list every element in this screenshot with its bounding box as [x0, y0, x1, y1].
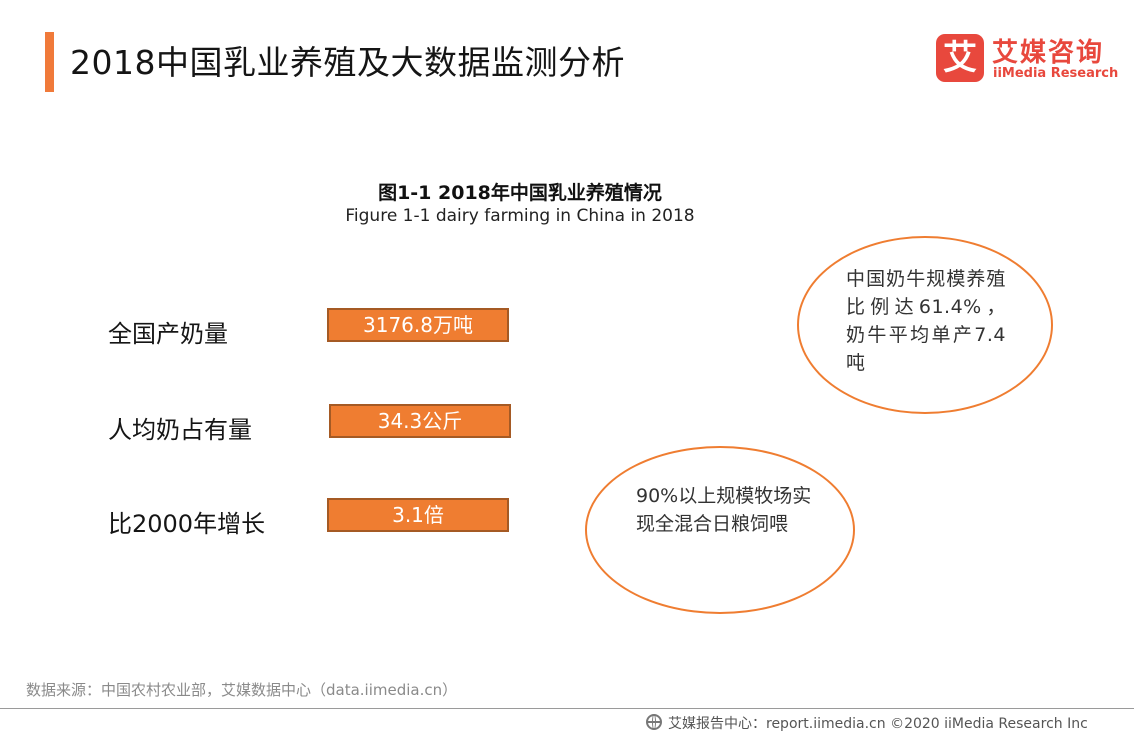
iimedia-logo: 艾 艾媒咨询 iiMedia Research: [936, 34, 1119, 86]
page-title: 2018中国乳业养殖及大数据监测分析: [70, 43, 625, 82]
stat-label: 全国产奶量: [108, 320, 228, 348]
footer-text: 艾媒报告中心：report.iimedia.cn ©2020 iiMedia R…: [668, 716, 1088, 732]
footer-divider: [0, 708, 1134, 709]
stat-label: 比2000年增长: [108, 510, 266, 538]
logo-mark: 艾: [936, 34, 984, 82]
title-accent-bar: [45, 32, 54, 92]
logo-name-cn: 艾媒咨询: [992, 38, 1105, 68]
callout-text: 中国奶牛规模养殖比例达61.4%，奶牛平均单产7.4吨: [846, 268, 1006, 374]
data-source-note: 数据来源：中国农村农业部，艾媒数据中心（data.iimedia.cn）: [26, 681, 458, 699]
globe-icon: [646, 714, 662, 730]
stat-value-box: 3.1倍: [327, 498, 509, 532]
stat-value-box: 3176.8万吨: [327, 308, 509, 342]
callout-bubble-tmr-feeding: 90%以上规模牧场实现全混合日粮饲喂: [585, 446, 855, 614]
stat-label: 人均奶占有量: [108, 416, 252, 444]
figure-subtitle: Figure 1-1 dairy farming in China in 201…: [345, 206, 695, 226]
callout-bubble-scale-farming: 中国奶牛规模养殖比例达61.4%，奶牛平均单产7.4吨: [797, 236, 1053, 414]
stat-value-box: 34.3公斤: [329, 404, 511, 438]
logo-name-en: iiMedia Research: [993, 66, 1119, 81]
figure-title: 图1-1 2018年中国乳业养殖情况: [378, 182, 662, 204]
callout-text: 90%以上规模牧场实现全混合日粮饲喂: [636, 485, 812, 535]
